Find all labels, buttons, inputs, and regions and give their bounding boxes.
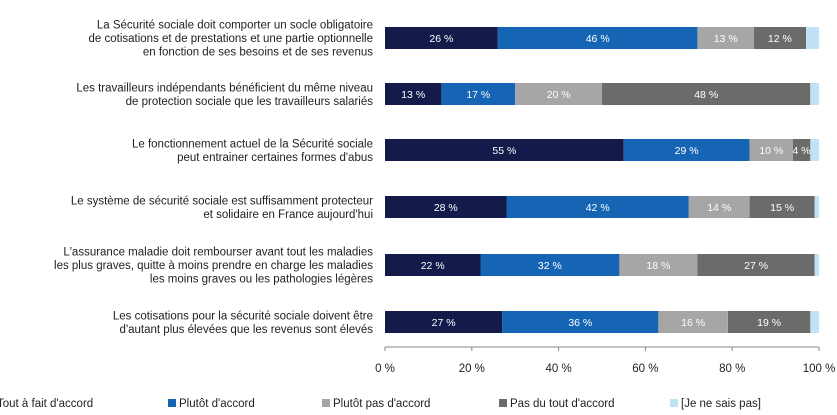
bar-segment (623, 139, 750, 161)
bar-segment (385, 311, 503, 333)
legend: Tout à fait d'accord Plutôt d'accord Plutô… (0, 398, 761, 410)
data-label: 13 % (401, 89, 425, 101)
data-label: 55 % (492, 145, 516, 157)
bar-segment (806, 27, 819, 49)
data-label: 17 % (466, 89, 490, 101)
bar-segment (749, 196, 815, 218)
bar-segment (506, 196, 689, 218)
data-label: 20 % (547, 89, 571, 101)
bar-segment (810, 139, 819, 161)
bar-segment (697, 254, 815, 276)
data-label: 16 % (681, 317, 705, 329)
bar-row: 22 % 32 % 18 % 27 % (385, 254, 819, 276)
category-label: L'assurance maladie doit rembourser avan… (54, 247, 373, 286)
category-label: Les cotisations pour la sécurité sociale… (113, 310, 373, 336)
bar-segment (810, 311, 819, 333)
bar-segment (658, 311, 728, 333)
bar-segment (814, 196, 819, 218)
legend-label: Plutôt d'accord (179, 398, 255, 410)
data-label: 12 % (768, 33, 792, 45)
bar-segment (814, 254, 819, 276)
legend-item: Plutôt pas d'accord (322, 398, 430, 410)
data-label: 26 % (429, 33, 453, 45)
data-label: 29 % (675, 145, 699, 157)
x-tick-label: 80 % (719, 363, 745, 375)
bar-segment (497, 27, 698, 49)
bar-segment (749, 139, 793, 161)
data-label: 32 % (538, 260, 562, 272)
legend-swatch (499, 399, 507, 407)
data-label: 4 % (793, 145, 811, 157)
bar-segment (793, 139, 811, 161)
bar-segment (810, 83, 819, 105)
bar-row: 55 % 29 % 10 % 4 % (385, 139, 819, 161)
bar-row: 27 % 36 % 16 % 19 % (385, 311, 819, 333)
data-label: 15 % (770, 202, 794, 214)
data-label: 28 % (434, 202, 458, 214)
bar-segment (727, 311, 811, 333)
legend-swatch (322, 399, 330, 407)
legend-swatch (168, 399, 176, 407)
x-tick-label: 100 % (803, 363, 836, 375)
legend-item: Pas du tout d'accord (499, 398, 614, 410)
legend-item: Plutôt d'accord (168, 398, 255, 410)
x-axis: 0 % 20 % 40 % 60 % 80 % 100 % (375, 346, 836, 375)
data-label: 42 % (586, 202, 610, 214)
bar-segment (697, 27, 754, 49)
legend-swatch (670, 399, 678, 407)
bar-segment (385, 254, 481, 276)
bar-segment (688, 196, 750, 218)
category-label: La Sécurité sociale doit comporter un so… (89, 20, 374, 59)
bar-segment (385, 139, 624, 161)
bars: 26 % 46 % 13 % 12 % 13 % 17 % 20 % 48 % 55 % 29 %… (385, 27, 819, 333)
x-tick-label: 40 % (545, 363, 571, 375)
data-label: 27 % (432, 317, 456, 329)
category-labels: La Sécurité sociale doit comporter un so… (54, 20, 373, 336)
data-label: 27 % (744, 260, 768, 272)
data-label: 14 % (707, 202, 731, 214)
data-label: 10 % (759, 145, 783, 157)
legend-item: [Je ne sais pas] (670, 398, 761, 410)
x-tick-label: 60 % (632, 363, 658, 375)
category-label: Le fonctionnement actuel de la Sécurité … (132, 138, 373, 164)
bar-segment (619, 254, 698, 276)
data-label: 22 % (421, 260, 445, 272)
legend-label: Tout à fait d'accord (0, 398, 93, 410)
data-label: 18 % (646, 260, 670, 272)
data-label: 48 % (694, 89, 718, 101)
data-label: 46 % (586, 33, 610, 45)
legend-label: Pas du tout d'accord (510, 398, 614, 410)
bar-segment (385, 196, 507, 218)
category-label: Les travailleurs indépendants bénéficien… (76, 82, 373, 108)
bar-row: 13 % 17 % 20 % 48 % (385, 83, 819, 105)
category-label: Le système de sécurité sociale est suffi… (71, 195, 373, 221)
legend-label: Plutôt pas d'accord (333, 398, 430, 410)
bar-segment (753, 27, 806, 49)
bar-segment (502, 311, 659, 333)
data-label: 13 % (714, 33, 738, 45)
data-label: 19 % (757, 317, 781, 329)
legend-label: [Je ne sais pas] (681, 398, 761, 410)
x-tick-label: 0 % (375, 363, 395, 375)
bar-segment (385, 27, 498, 49)
bar-segment (441, 83, 516, 105)
data-label: 36 % (568, 317, 592, 329)
bar-row: 26 % 46 % 13 % 12 % (385, 27, 819, 49)
bar-segment (480, 254, 620, 276)
bar-segment (385, 83, 442, 105)
x-tick-label: 20 % (459, 363, 485, 375)
bar-row: 28 % 42 % 14 % 15 % (385, 196, 819, 218)
bar-segment (602, 83, 811, 105)
bar-segment (515, 83, 602, 105)
legend-item: Tout à fait d'accord (0, 398, 93, 410)
